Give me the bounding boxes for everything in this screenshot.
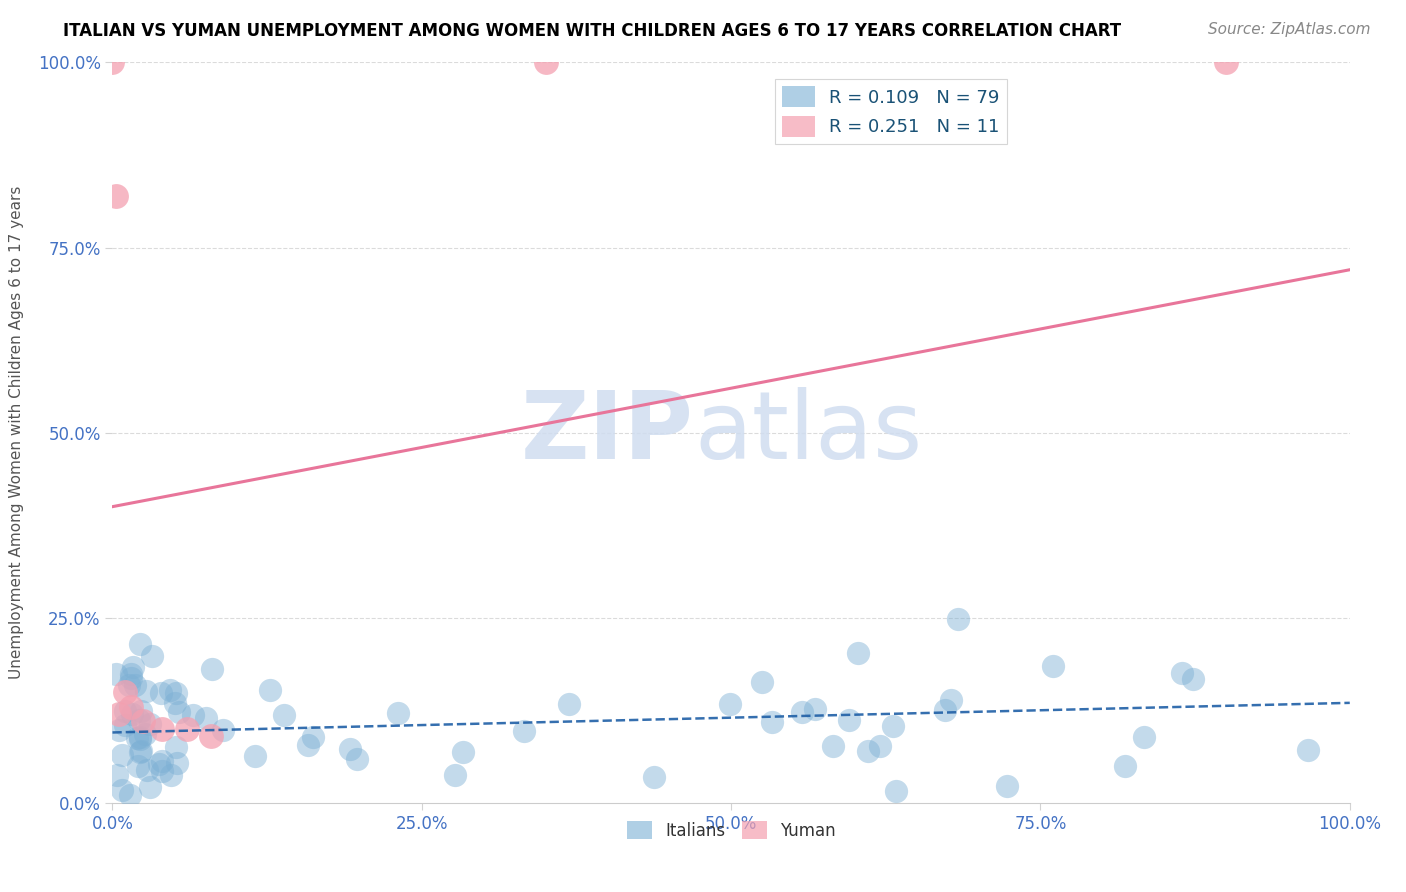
Point [1170, 666, 1192, 681]
Point [1215, 55, 1237, 70]
Point [118, 788, 141, 802]
Point [118, 678, 141, 692]
Point [124, 678, 146, 692]
Point [111, 747, 134, 762]
Point [1042, 659, 1064, 673]
Point [122, 660, 145, 674]
Point [148, 757, 170, 772]
Point [790, 705, 813, 719]
Point [558, 698, 581, 712]
Point [132, 714, 155, 729]
Point [534, 55, 557, 70]
Point [718, 697, 741, 711]
Point [838, 713, 860, 727]
Point [160, 768, 183, 782]
Point [114, 704, 136, 718]
Point [149, 686, 172, 700]
Point [212, 723, 235, 737]
Text: atlas: atlas [695, 386, 922, 479]
Point [134, 727, 156, 741]
Point [139, 780, 162, 794]
Point [165, 739, 187, 754]
Legend: Italians, Yuman: Italians, Yuman [620, 814, 842, 847]
Point [127, 731, 149, 746]
Point [939, 692, 962, 706]
Point [150, 722, 173, 736]
Point [302, 731, 325, 745]
Point [995, 779, 1018, 793]
Point [1182, 673, 1205, 687]
Point [105, 768, 128, 782]
Point [129, 745, 152, 759]
Point [934, 703, 956, 717]
Point [201, 662, 224, 676]
Point [104, 666, 127, 681]
Point [135, 684, 157, 698]
Point [129, 704, 152, 718]
Point [114, 685, 136, 699]
Point [245, 749, 267, 764]
Point [882, 719, 904, 733]
Point [297, 738, 319, 752]
Point [128, 714, 150, 728]
Point [273, 707, 295, 722]
Text: ZIP: ZIP [522, 386, 695, 479]
Point [513, 723, 536, 738]
Point [259, 683, 281, 698]
Point [136, 763, 159, 777]
Point [150, 754, 173, 768]
Point [443, 768, 465, 782]
Point [165, 686, 187, 700]
Point [176, 722, 198, 736]
Text: Source: ZipAtlas.com: Source: ZipAtlas.com [1208, 22, 1371, 37]
Point [1114, 758, 1136, 772]
Point [120, 671, 142, 685]
Point [129, 730, 152, 744]
Point [111, 783, 134, 797]
Point [129, 637, 152, 651]
Point [105, 188, 128, 202]
Text: ITALIAN VS YUMAN UNEMPLOYMENT AMONG WOMEN WITH CHILDREN AGES 6 TO 17 YEARS CORRE: ITALIAN VS YUMAN UNEMPLOYMENT AMONG WOME… [63, 22, 1122, 40]
Point [181, 708, 204, 723]
Point [127, 759, 149, 773]
Point [167, 705, 190, 719]
Point [884, 784, 907, 798]
Point [1298, 743, 1320, 757]
Point [195, 711, 218, 725]
Point [761, 715, 783, 730]
Point [107, 706, 129, 721]
Point [129, 744, 152, 758]
Point [166, 756, 188, 770]
Point [139, 717, 162, 731]
Y-axis label: Unemployment Among Women with Children Ages 6 to 17 years: Unemployment Among Women with Children A… [8, 186, 24, 680]
Point [339, 741, 361, 756]
Point [121, 707, 143, 722]
Point [948, 612, 970, 626]
Point [165, 696, 187, 710]
Point [804, 702, 827, 716]
Point [387, 706, 409, 720]
Point [1132, 730, 1154, 744]
Point [346, 752, 368, 766]
Point [128, 732, 150, 747]
Point [451, 745, 474, 759]
Point [869, 739, 891, 753]
Point [846, 646, 869, 660]
Point [159, 682, 181, 697]
Point [858, 743, 880, 757]
Point [120, 666, 142, 681]
Point [643, 770, 665, 784]
Point [120, 699, 142, 714]
Point [114, 718, 136, 732]
Point [107, 723, 129, 738]
Point [200, 729, 222, 743]
Point [141, 649, 163, 664]
Point [150, 764, 173, 778]
Point [101, 55, 124, 70]
Point [821, 739, 844, 753]
Point [751, 674, 773, 689]
